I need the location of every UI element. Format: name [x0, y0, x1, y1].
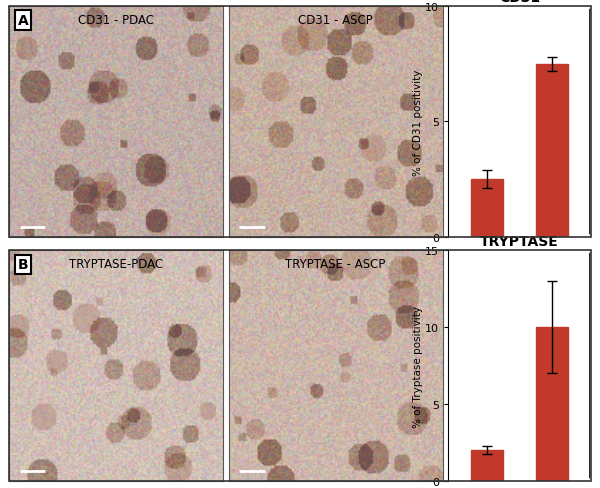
Text: TRYPTASE - ASCP: TRYPTASE - ASCP [286, 258, 386, 271]
Text: B: B [17, 258, 28, 272]
Text: TRYPTASE-PDAC: TRYPTASE-PDAC [69, 258, 163, 271]
Text: CD31 - ASCP: CD31 - ASCP [298, 14, 373, 27]
Bar [536, 327, 568, 481]
Title: TRYPTASE: TRYPTASE [481, 234, 559, 248]
Y-axis label: % of CD31 positivity: % of CD31 positivity [413, 69, 422, 175]
Y-axis label: % of Tryptase positivity: % of Tryptase positivity [413, 305, 422, 427]
Title: CD31: CD31 [499, 0, 540, 5]
Bar [471, 450, 503, 481]
Text: CD31 - PDAC: CD31 - PDAC [78, 14, 154, 27]
Bar [536, 65, 568, 237]
Text: A: A [17, 14, 28, 28]
Bar [471, 180, 503, 237]
